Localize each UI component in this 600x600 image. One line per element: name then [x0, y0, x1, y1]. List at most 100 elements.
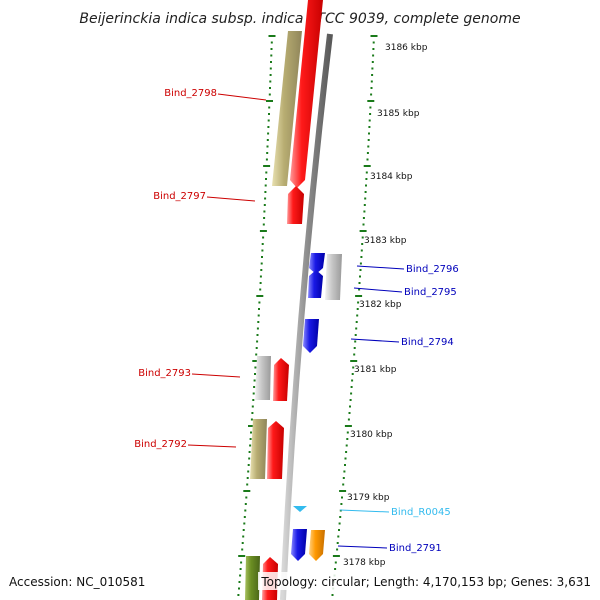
minor-tick — [269, 74, 272, 76]
footer-backdrop-left — [4, 572, 150, 590]
minor-tick — [265, 171, 268, 174]
gene-bind-2793-grey[interactable] — [255, 356, 271, 400]
gene-label-bind-2797[interactable]: Bind_2797 — [153, 191, 206, 202]
major-tick — [266, 100, 273, 102]
gene-bind-2798-red[interactable] — [290, 0, 323, 188]
minor-tick — [269, 87, 271, 89]
genome-backbone — [280, 33, 333, 600]
gene-bind-2796[interactable] — [309, 253, 325, 274]
major-tick — [248, 425, 255, 427]
inner-gene-track — [291, 253, 342, 561]
major-tick — [259, 230, 267, 232]
gene-label-bind-2796[interactable]: Bind_2796 — [406, 264, 459, 275]
outer-tick-track — [237, 35, 276, 596]
gene-bind-2793[interactable] — [273, 358, 289, 401]
major-tick — [252, 360, 260, 362]
minor-tick — [343, 470, 346, 473]
minor-tick — [350, 392, 353, 395]
minor-tick — [362, 223, 365, 226]
gene-bind-2792-khaki[interactable] — [250, 419, 267, 479]
scale-label: 3186 kbp — [385, 43, 428, 53]
gene-bind-2795[interactable] — [308, 270, 323, 298]
gene-bind-2798[interactable] — [272, 31, 302, 186]
minor-tick — [254, 373, 256, 375]
minor-tick — [366, 152, 369, 154]
minor-tick — [247, 470, 250, 473]
minor-tick — [242, 529, 245, 531]
gene-label-bind-2791[interactable]: Bind_2791 — [389, 543, 442, 554]
minor-tick — [267, 132, 270, 135]
gene-bind-2797[interactable] — [287, 186, 304, 224]
minor-tick — [370, 93, 373, 96]
minor-tick — [240, 561, 243, 564]
minor-tick — [268, 106, 271, 109]
gene-bind-2794[interactable] — [303, 319, 319, 353]
minor-tick — [369, 113, 372, 115]
inner-tick-track — [331, 35, 378, 596]
minor-tick — [266, 139, 269, 141]
minor-tick — [350, 386, 353, 388]
minor-tick — [340, 503, 343, 505]
minor-tick — [252, 399, 255, 401]
minor-tick — [258, 301, 261, 304]
gene-label-bind-2794[interactable]: Bind_2794 — [401, 337, 454, 348]
minor-tick — [243, 516, 246, 518]
gene-label-bind-2792[interactable]: Bind_2792 — [134, 439, 187, 450]
minor-tick — [371, 67, 374, 70]
minor-tick — [260, 269, 263, 271]
minor-tick — [369, 106, 372, 109]
minor-tick — [354, 340, 357, 343]
minor-tick — [238, 587, 240, 590]
minor-tick — [367, 139, 370, 141]
minor-tick — [346, 438, 349, 440]
minor-tick — [251, 405, 254, 408]
minor-tick — [368, 119, 371, 122]
minor-tick — [263, 217, 266, 219]
minor-tick — [357, 301, 360, 304]
minor-tick — [238, 581, 241, 583]
minor-tick — [371, 61, 374, 63]
minor-tick — [367, 145, 370, 148]
minor-tick — [248, 457, 251, 460]
minor-tick — [241, 548, 244, 551]
minor-tick — [341, 496, 343, 499]
minor-tick — [270, 41, 273, 44]
minor-tick — [363, 210, 366, 213]
minor-tick — [239, 574, 242, 577]
right-leader-lines — [337, 265, 405, 549]
major-tick — [355, 295, 363, 297]
minor-tick — [349, 399, 352, 401]
minor-tick — [268, 93, 271, 96]
gene-label-bind-r0045[interactable]: Bind_R0045 — [391, 507, 451, 518]
minor-tick — [264, 197, 267, 200]
major-tick — [344, 425, 352, 427]
major-tick — [263, 165, 271, 167]
gene-label-bind-2798[interactable]: Bind_2798 — [164, 88, 217, 99]
gene-bind-2796-grey[interactable] — [325, 254, 342, 300]
minor-tick — [337, 535, 340, 538]
minor-tick — [253, 386, 256, 388]
gene-label-bind-2793[interactable]: Bind_2793 — [138, 368, 191, 379]
minor-tick — [247, 464, 250, 466]
minor-tick — [365, 184, 367, 187]
minor-tick — [267, 119, 270, 122]
minor-tick — [352, 366, 355, 369]
minor-tick — [354, 334, 357, 336]
minor-tick — [347, 418, 350, 421]
gene-bind-2791[interactable] — [291, 529, 307, 561]
minor-tick — [353, 347, 356, 349]
gene-bind-r0045[interactable] — [293, 506, 307, 512]
minor-tick — [336, 548, 339, 551]
gene-bind-2792[interactable] — [267, 421, 284, 479]
gene-label-bind-2795[interactable]: Bind_2795 — [404, 287, 457, 298]
scale-label: 3178 kbp — [343, 558, 386, 568]
left-leader-lines — [187, 93, 267, 448]
minor-tick — [358, 282, 361, 284]
minor-tick — [263, 210, 266, 213]
gene-bind-2791-orange[interactable] — [309, 530, 325, 561]
minor-tick — [243, 522, 246, 525]
minor-tick — [244, 509, 247, 512]
minor-tick — [334, 568, 337, 570]
minor-tick — [264, 184, 267, 187]
gene-bottom-olive[interactable] — [245, 556, 260, 600]
